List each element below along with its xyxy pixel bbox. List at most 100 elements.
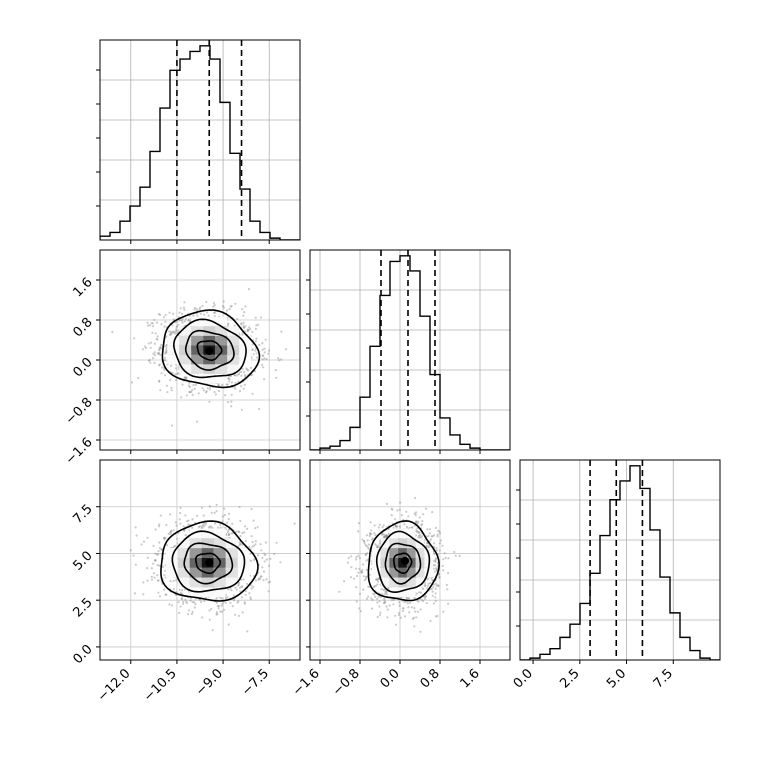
scatter-point bbox=[222, 300, 225, 303]
scatter-point bbox=[265, 558, 268, 561]
scatter-point bbox=[244, 593, 247, 597]
scatter-point bbox=[221, 602, 224, 606]
scatter-point bbox=[418, 531, 421, 534]
density-cell bbox=[203, 373, 216, 384]
scatter-point bbox=[349, 576, 353, 579]
scatter-point bbox=[169, 364, 173, 367]
scatter-point bbox=[427, 534, 430, 538]
scatter-point bbox=[262, 579, 265, 582]
scatter-point bbox=[357, 571, 360, 574]
scatter-point bbox=[388, 604, 391, 607]
scatter-point bbox=[234, 381, 237, 385]
scatter-point bbox=[158, 541, 161, 544]
scatter-point bbox=[226, 383, 229, 386]
scatter-point bbox=[207, 314, 210, 317]
scatter-point bbox=[159, 514, 162, 517]
scatter-point bbox=[142, 540, 146, 543]
scatter-point bbox=[181, 317, 184, 320]
scatter-point bbox=[370, 560, 373, 563]
scatter-point bbox=[454, 554, 457, 557]
scatter-point bbox=[278, 359, 281, 362]
density-cell bbox=[398, 577, 407, 588]
scatter-point bbox=[231, 522, 234, 525]
scatter-point bbox=[251, 330, 254, 334]
scatter-point bbox=[232, 594, 235, 597]
density-cell bbox=[189, 528, 202, 539]
scatter-point bbox=[429, 538, 432, 541]
scatter-point bbox=[249, 366, 253, 369]
scatter-point bbox=[437, 529, 440, 533]
scatter-point bbox=[170, 389, 173, 392]
scatter-point bbox=[246, 582, 249, 586]
scatter-point bbox=[267, 352, 270, 355]
scatter-point bbox=[263, 552, 266, 555]
scatter-point bbox=[258, 343, 261, 346]
scatter-point bbox=[434, 582, 438, 585]
scatter-point bbox=[378, 542, 381, 545]
scatter-point bbox=[226, 530, 229, 534]
density-cell bbox=[237, 567, 250, 578]
contour-line bbox=[172, 318, 247, 379]
scatter-point bbox=[442, 610, 445, 613]
scatter-point bbox=[365, 568, 368, 572]
scatter-point bbox=[156, 553, 159, 556]
scatter-point bbox=[255, 337, 258, 340]
scatter-point bbox=[381, 593, 384, 596]
scatter-point bbox=[373, 524, 376, 527]
scatter-point bbox=[176, 372, 179, 375]
scatter-point bbox=[418, 591, 421, 594]
scatter-point bbox=[384, 536, 387, 539]
scatter-point bbox=[135, 534, 138, 537]
scatter-point bbox=[434, 615, 437, 618]
scatter-point bbox=[160, 548, 163, 551]
scatter-point bbox=[242, 326, 245, 329]
scatter-point bbox=[169, 532, 172, 535]
scatter-point bbox=[243, 311, 246, 314]
density-cell bbox=[371, 548, 381, 558]
scatter-point bbox=[378, 605, 381, 608]
scatter-point bbox=[147, 324, 150, 327]
scatter-point bbox=[416, 531, 419, 534]
scatter-point bbox=[164, 313, 167, 317]
scatter-point bbox=[446, 588, 449, 591]
scatter-point bbox=[146, 567, 149, 570]
scatter-point bbox=[214, 522, 217, 525]
scatter-point bbox=[419, 630, 422, 633]
density-cell bbox=[225, 567, 238, 578]
scatter-point bbox=[242, 371, 246, 374]
scatter-point bbox=[132, 554, 135, 557]
density-cell bbox=[213, 587, 226, 598]
scatter-point bbox=[152, 572, 155, 575]
scatter-point bbox=[219, 523, 222, 526]
scatter-point bbox=[222, 306, 225, 309]
contour-line bbox=[196, 340, 223, 362]
scatter-point bbox=[238, 390, 242, 393]
scatter-point bbox=[394, 524, 397, 528]
scatter-point bbox=[169, 334, 172, 337]
density-cell bbox=[237, 548, 250, 558]
scatter-point bbox=[180, 396, 183, 399]
scatter-point bbox=[360, 570, 363, 573]
scatter-point bbox=[131, 381, 134, 384]
scatter-point bbox=[175, 579, 178, 582]
scatter-point bbox=[193, 308, 196, 311]
scatter-point bbox=[244, 325, 247, 328]
scatter-point bbox=[259, 316, 263, 319]
scatter-point bbox=[419, 536, 422, 539]
scatter-point bbox=[230, 381, 233, 384]
scatter-point bbox=[111, 330, 114, 333]
scatter-point bbox=[178, 518, 181, 521]
scatter-point bbox=[153, 354, 156, 357]
scatter-point bbox=[423, 597, 426, 600]
scatter-point bbox=[191, 389, 194, 392]
scatter-point bbox=[385, 534, 388, 537]
scatter-point bbox=[414, 514, 417, 517]
scatter-point bbox=[418, 516, 421, 519]
scatter-point bbox=[383, 535, 386, 538]
scatter-point bbox=[165, 349, 168, 352]
scatter-point bbox=[237, 600, 240, 603]
scatter-point bbox=[147, 359, 150, 362]
scatter-point bbox=[205, 522, 208, 525]
scatter-point bbox=[243, 602, 247, 605]
scatter-point bbox=[254, 540, 257, 543]
